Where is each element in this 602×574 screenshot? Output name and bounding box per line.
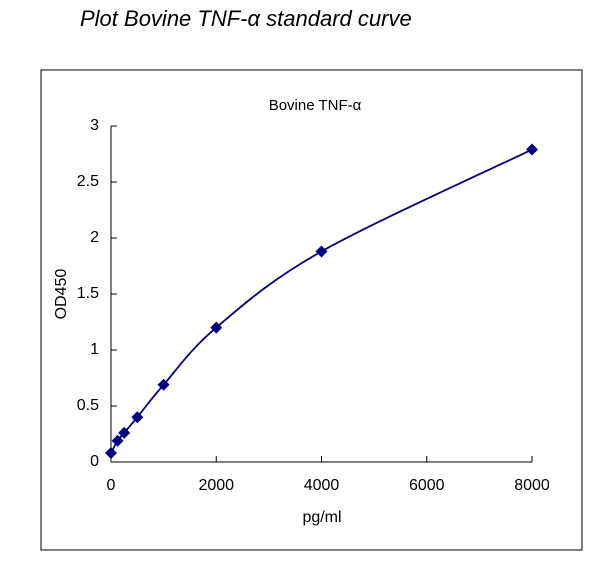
x-tick-label: 0 (107, 477, 116, 494)
x-tick-label: 8000 (514, 477, 550, 494)
point (111, 434, 124, 447)
x-axis-label: pg/ml (302, 509, 341, 526)
y-tick-label: 1.5 (77, 285, 99, 302)
y-axis-label: OD450 (53, 269, 70, 320)
chart-title: Bovine TNF-α (269, 97, 362, 114)
y-tick-label: 1 (90, 341, 99, 358)
x-tick-label: 2000 (198, 477, 234, 494)
y-tick-label: 3 (90, 117, 99, 134)
y-tick-label: 2 (90, 229, 99, 246)
y-tick-label: 2.5 (77, 173, 99, 190)
point (131, 411, 144, 424)
curve (110, 148, 533, 454)
point (105, 447, 117, 460)
point (210, 321, 223, 334)
page-title: Plot Bovine TNF-α standard curve (80, 6, 412, 31)
y-tick-label: 0.5 (77, 397, 99, 414)
y-tick-label: 0 (90, 453, 99, 470)
x-tick-label: 6000 (409, 477, 445, 494)
point (526, 143, 538, 156)
chart-frame (40, 69, 583, 551)
point (118, 426, 131, 439)
point (157, 378, 170, 391)
x-tick-label: 4000 (304, 477, 340, 494)
point (315, 245, 328, 258)
